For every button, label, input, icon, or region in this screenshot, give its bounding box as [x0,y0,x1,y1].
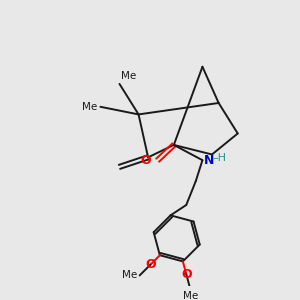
Text: O: O [145,258,156,271]
Text: –H: –H [213,153,227,163]
Text: Me: Me [122,71,136,81]
Text: N: N [203,154,214,167]
Text: O: O [140,154,151,167]
Text: O: O [181,268,192,281]
Text: Me: Me [183,291,198,300]
Text: Me: Me [82,102,98,112]
Text: Me: Me [122,271,138,281]
